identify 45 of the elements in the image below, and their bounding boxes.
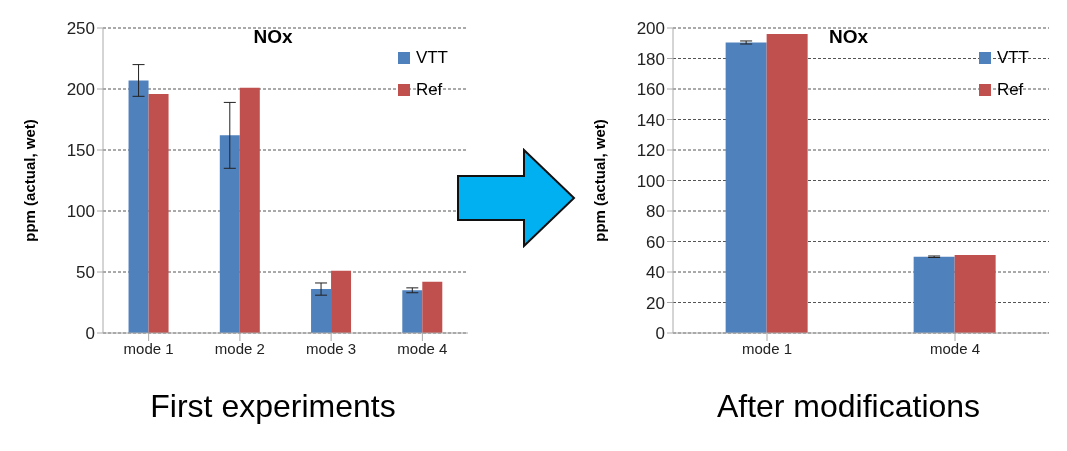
- bar: [766, 34, 808, 333]
- y-tick-label: 200: [636, 19, 665, 39]
- chart-title: NOx: [253, 26, 293, 47]
- bar: [128, 80, 149, 333]
- bar: [148, 93, 169, 333]
- y-tick-label: 80: [646, 202, 665, 222]
- x-tick-label: mode 2: [214, 339, 265, 357]
- x-tick-label: mode 1: [741, 339, 793, 357]
- x-tick-label: mode 4: [929, 339, 981, 357]
- y-tick-label: 200: [66, 80, 95, 100]
- y-tick-label: 60: [646, 232, 665, 252]
- y-tick-label: 250: [66, 19, 95, 39]
- y-tick-label: 0: [655, 324, 665, 344]
- text: After modifications: [715, 388, 982, 425]
- text: First experiments: [149, 388, 397, 425]
- bar: [239, 87, 260, 333]
- legend-label: VTT: [996, 48, 1029, 68]
- y-tick-label: 0: [85, 324, 95, 344]
- bar: [402, 290, 423, 333]
- y-tick-label: 100: [66, 202, 95, 222]
- y-tick-label: 180: [636, 49, 665, 69]
- y-tick-label: 120: [636, 141, 665, 161]
- y-tick-label: 160: [636, 80, 665, 100]
- y-axis-title: ppm (actual, wet): [21, 119, 39, 242]
- y-tick-label: 150: [66, 141, 95, 161]
- y-tick-label: 40: [646, 263, 665, 283]
- y-tick-label: 20: [646, 293, 665, 313]
- legend-label: VTT: [415, 48, 448, 68]
- bar: [725, 42, 767, 333]
- chart-title: NOx: [828, 26, 869, 47]
- bar: [954, 254, 996, 333]
- x-tick-label: mode 4: [397, 339, 448, 357]
- bar: [311, 289, 332, 333]
- bar: [422, 281, 443, 333]
- legend-label: Ref: [996, 80, 1024, 100]
- bar: [331, 270, 352, 333]
- bar: [219, 135, 240, 333]
- y-tick-label: 140: [636, 110, 665, 130]
- y-tick-label: 100: [636, 171, 665, 191]
- legend-label: Ref: [415, 80, 443, 100]
- x-tick-label: mode 1: [123, 339, 174, 357]
- x-tick-label: mode 3: [306, 339, 357, 357]
- bar: [913, 256, 955, 333]
- y-tick-label: 50: [76, 263, 95, 283]
- y-axis-title: ppm (actual, wet): [591, 119, 609, 242]
